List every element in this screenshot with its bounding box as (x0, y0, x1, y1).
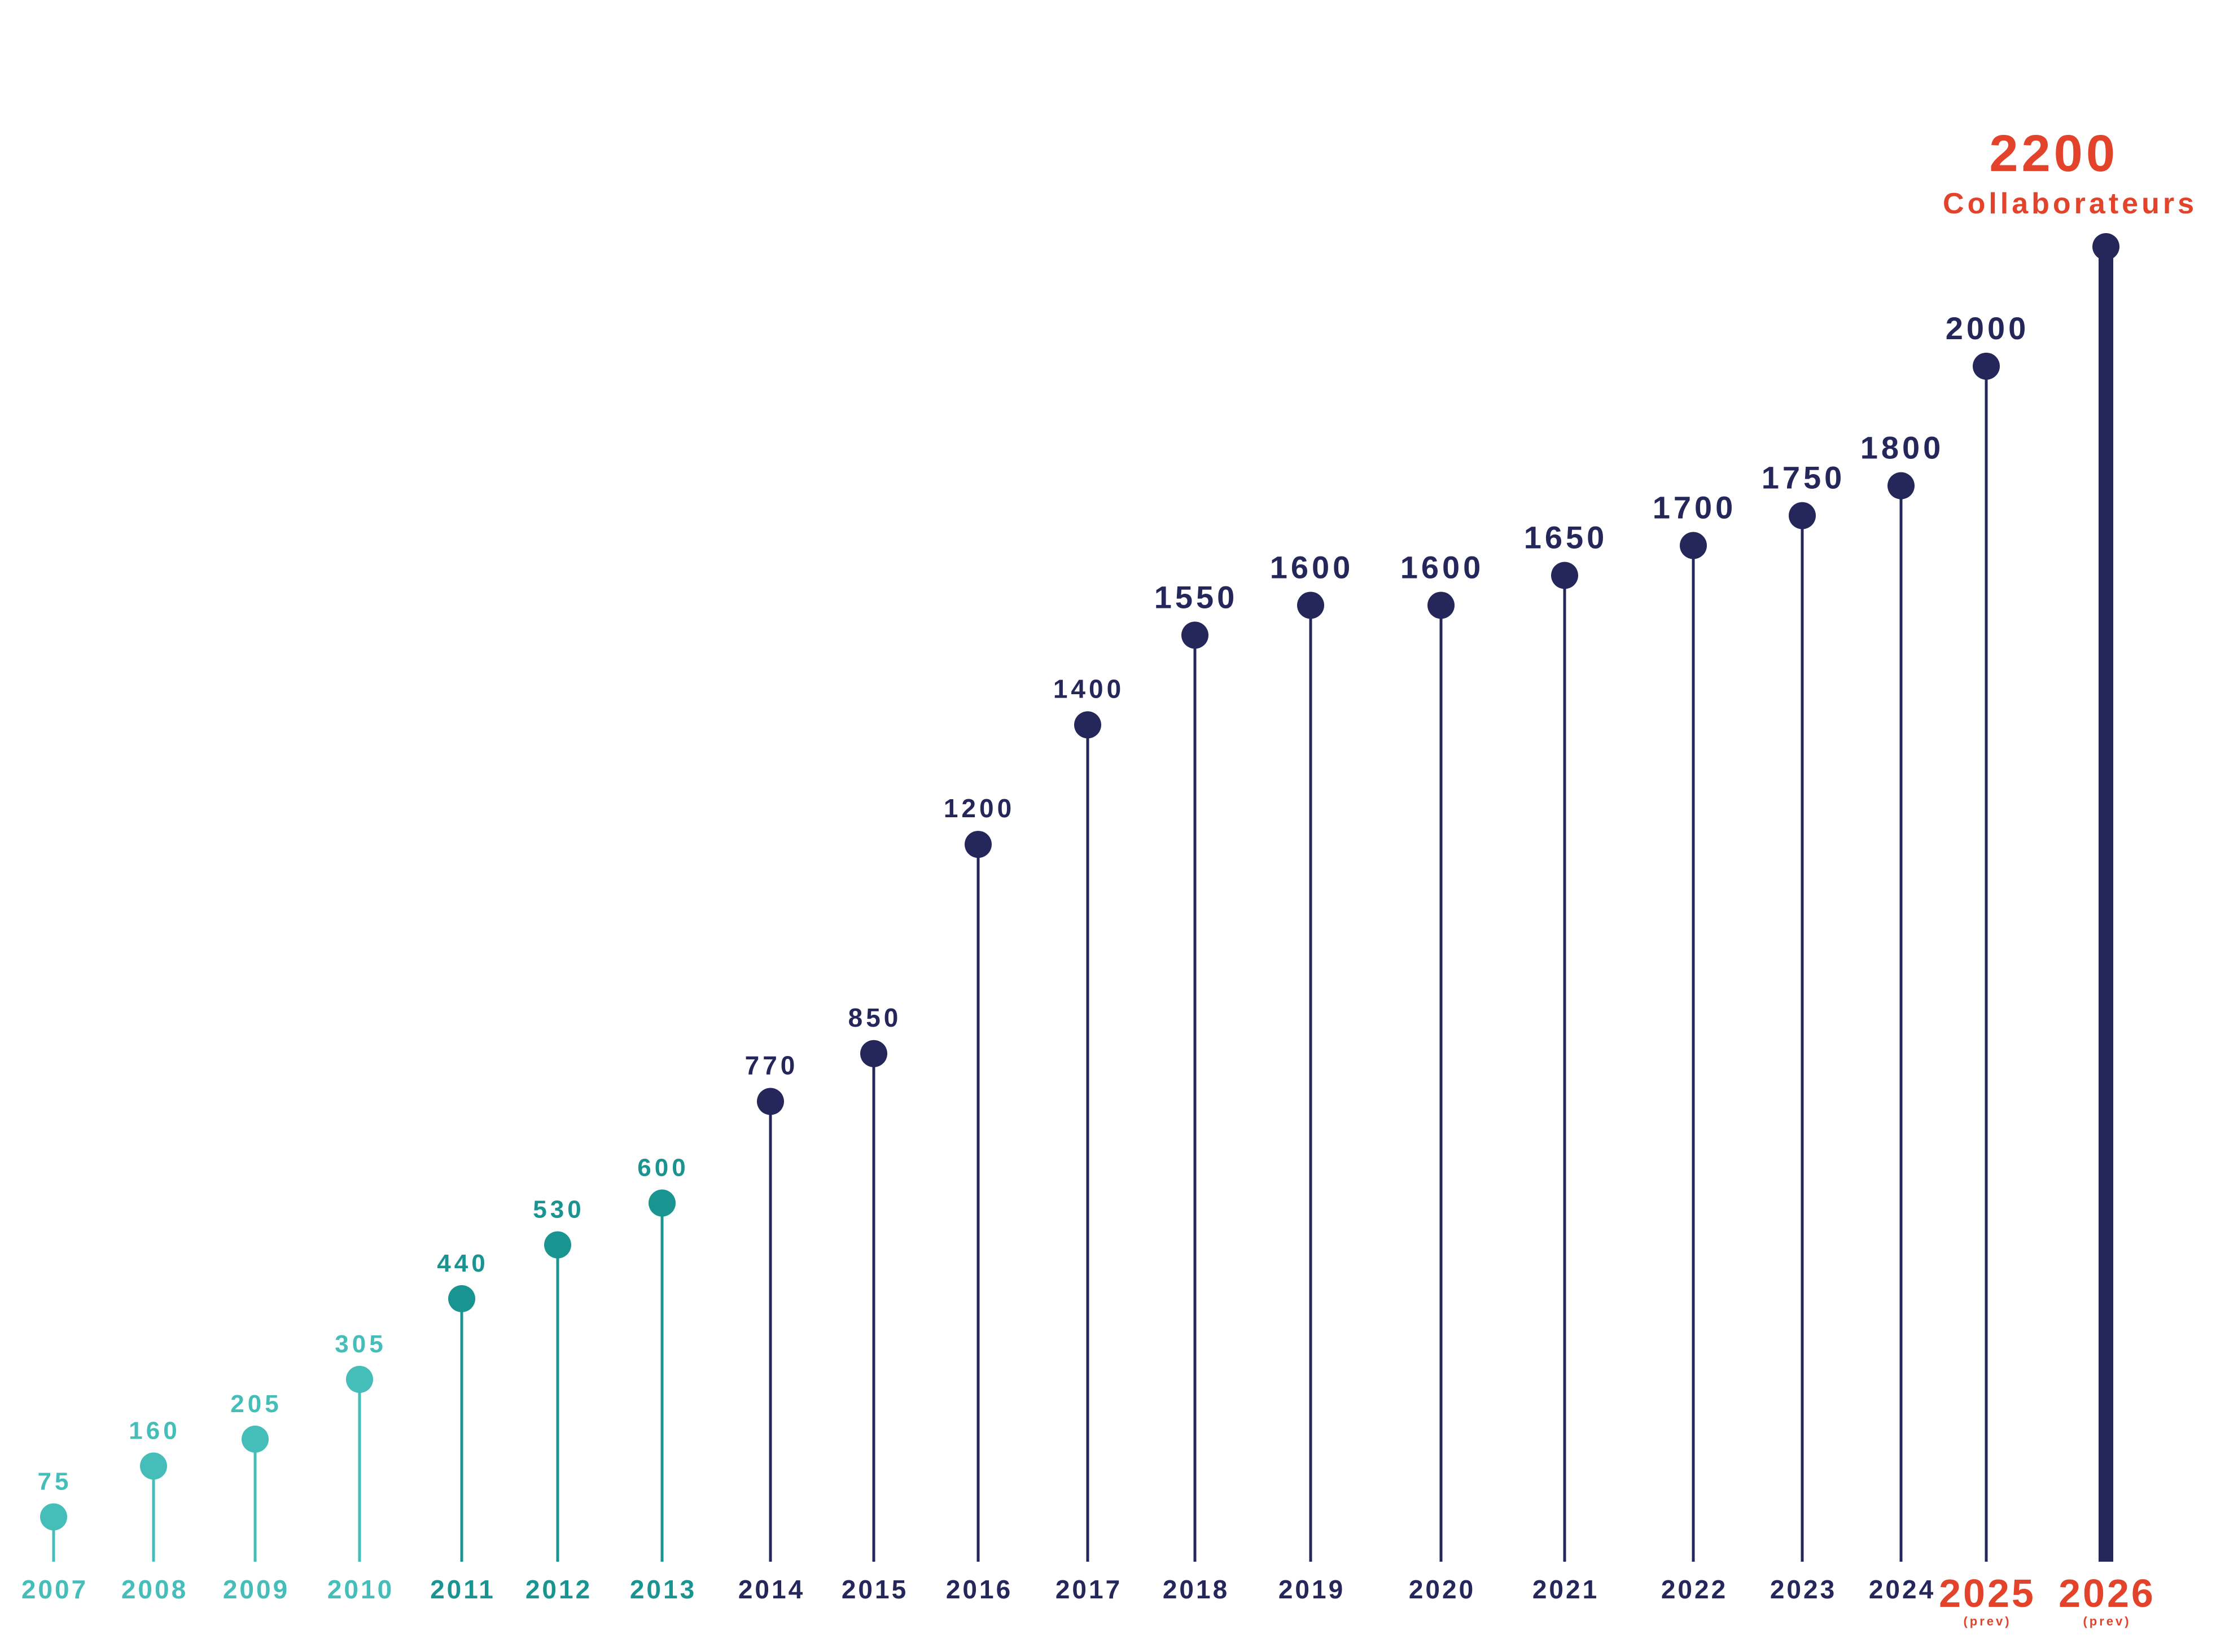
year-label-2025: 2025 (1939, 1571, 2036, 1615)
year-labels-layer: 2007 2008 2009 2010 2011 2012 2013 2014 2015 2016… (21, 1571, 2156, 1628)
year-label-2024: 2024 (1869, 1575, 1935, 1604)
value-label-2017: 1400 (1053, 674, 1124, 703)
year-label-2022: 2022 (1661, 1575, 1728, 1604)
stems-layer (52, 247, 2113, 1562)
dot-2011 (448, 1285, 475, 1312)
year-label-2017: 2017 (1056, 1575, 1122, 1604)
year-label-2021: 2021 (1532, 1575, 1599, 1604)
dot-2009 (242, 1425, 269, 1453)
dot-2007 (40, 1503, 67, 1531)
value-label-2013: 600 (637, 1154, 689, 1182)
year-label-2007: 2007 (21, 1575, 88, 1604)
year-label-2012: 2012 (525, 1575, 592, 1604)
dot-2023 (1789, 502, 1816, 529)
value-label-2025: 2000 (1946, 310, 2030, 346)
year-label-2010: 2010 (327, 1575, 394, 1604)
highlight-callout: 2200 Collaborateurs (1943, 125, 2197, 220)
year-label-2013: 2013 (630, 1575, 697, 1604)
dot-2025 (1973, 352, 2000, 380)
forecast-note-2026: (prev) (2083, 1614, 2131, 1628)
dot-2024 (1887, 472, 1915, 499)
value-label-2015: 850 (848, 1003, 902, 1032)
value-label-2009: 205 (230, 1390, 282, 1418)
year-label-2023: 2023 (1770, 1575, 1837, 1604)
dot-2008 (140, 1452, 167, 1480)
value-label-2011: 440 (437, 1250, 488, 1277)
dot-2018 (1181, 621, 1208, 649)
value-label-2007: 75 (38, 1468, 72, 1496)
dot-2021 (1551, 562, 1578, 589)
dot-2022 (1680, 532, 1707, 559)
dot-2013 (649, 1189, 676, 1217)
dot-2020 (1427, 591, 1455, 619)
value-label-2012: 530 (533, 1196, 584, 1224)
value-label-2024: 1800 (1860, 430, 1944, 466)
value-label-2021: 1650 (1524, 520, 1608, 555)
year-label-2014: 2014 (738, 1575, 805, 1604)
highlight-caption: Collaborateurs (1943, 187, 2197, 220)
year-label-2016: 2016 (946, 1575, 1013, 1604)
value-labels-layer: 75 160 205 305 440 530 600 770 850 1200 1400 1550 16… (38, 310, 2030, 1496)
value-label-2014: 770 (745, 1051, 799, 1080)
year-label-2008: 2008 (121, 1575, 188, 1604)
forecast-note-2025: (prev) (1963, 1614, 2011, 1628)
dots-layer (40, 233, 2119, 1531)
value-label-2019: 1600 (1270, 549, 1354, 585)
year-label-2011: 2011 (430, 1575, 496, 1604)
dot-2019 (1297, 591, 1324, 619)
year-label-2020: 2020 (1409, 1575, 1475, 1604)
value-label-2020: 1600 (1400, 549, 1484, 585)
year-label-2015: 2015 (842, 1575, 908, 1604)
value-label-2008: 160 (129, 1417, 180, 1445)
year-label-2009: 2009 (223, 1575, 290, 1604)
dot-2010 (346, 1365, 373, 1393)
year-label-2018: 2018 (1163, 1575, 1229, 1604)
dot-2012 (544, 1231, 571, 1259)
dot-2026 (2092, 233, 2119, 260)
dot-2016 (965, 831, 992, 858)
value-label-2016: 1200 (944, 794, 1015, 823)
year-label-2019: 2019 (1278, 1575, 1345, 1604)
dot-2015 (860, 1040, 887, 1067)
highlight-value: 2200 (1989, 125, 2118, 182)
year-label-2026: 2026 (2059, 1571, 2156, 1615)
dot-2017 (1074, 711, 1101, 739)
value-label-2010: 305 (335, 1330, 386, 1358)
dot-2014 (757, 1088, 784, 1115)
value-label-2018: 1550 (1154, 579, 1238, 615)
value-label-2023: 1750 (1762, 460, 1846, 496)
value-label-2022: 1700 (1653, 490, 1737, 525)
